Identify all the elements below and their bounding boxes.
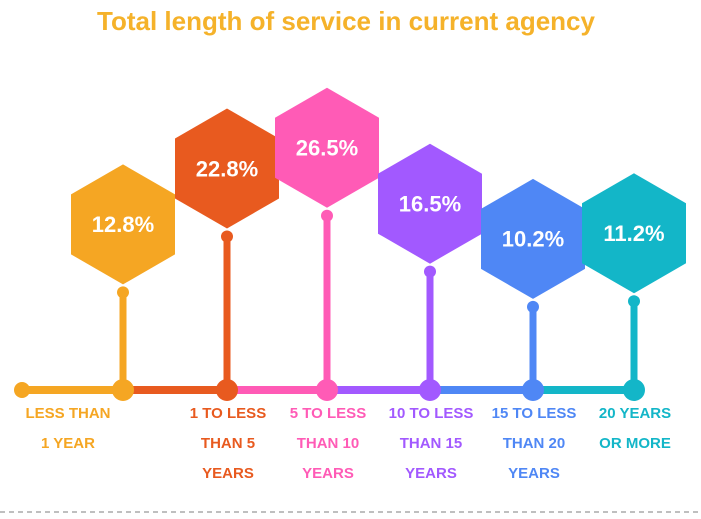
value-label: 22.8% bbox=[196, 156, 258, 181]
category-label: 20 YEARS OR MORE bbox=[599, 405, 671, 452]
timeline bbox=[14, 382, 634, 398]
value-hexagon bbox=[378, 143, 482, 264]
stem-dot bbox=[527, 300, 539, 313]
category-label: LESS THAN 1 YEAR bbox=[25, 405, 110, 452]
stem-dot bbox=[628, 295, 640, 308]
stem-dot bbox=[117, 286, 129, 299]
category-label: 10 TO LESS THAN 15 YEARS bbox=[389, 405, 474, 482]
value-hexagon bbox=[582, 173, 686, 294]
category-label: 5 TO LESS THAN 10 YEARS bbox=[290, 405, 366, 482]
category-label: 1 TO LESS THAN 5 YEARS bbox=[190, 405, 266, 482]
timeline-node bbox=[623, 379, 645, 401]
value-hexagon bbox=[481, 178, 585, 299]
value-label: 12.8% bbox=[92, 212, 154, 237]
value-label: 16.5% bbox=[399, 191, 461, 216]
value-label: 10.2% bbox=[502, 227, 564, 252]
value-label: 11.2% bbox=[603, 221, 664, 246]
chart-title: Total length of service in current agenc… bbox=[97, 6, 596, 36]
stem-dot bbox=[424, 265, 436, 278]
value-hexagon bbox=[71, 164, 175, 285]
chart-marks: 12.8% LESS THAN 1 YEAR 22.8% 1 TO LESS THAN 5… bbox=[25, 87, 686, 482]
timeline-node bbox=[112, 379, 134, 401]
timeline-node bbox=[419, 379, 441, 401]
timeline-node bbox=[316, 379, 338, 401]
stem-dot bbox=[321, 209, 333, 222]
value-hexagon bbox=[175, 108, 279, 229]
value-label: 26.5% bbox=[296, 136, 358, 161]
category-label: 15 TO LESS THAN 20 YEARS bbox=[492, 405, 577, 482]
stem-dot bbox=[221, 230, 233, 243]
timeline-node bbox=[522, 379, 544, 401]
value-hexagon bbox=[275, 87, 379, 208]
timeline-node bbox=[216, 379, 238, 401]
